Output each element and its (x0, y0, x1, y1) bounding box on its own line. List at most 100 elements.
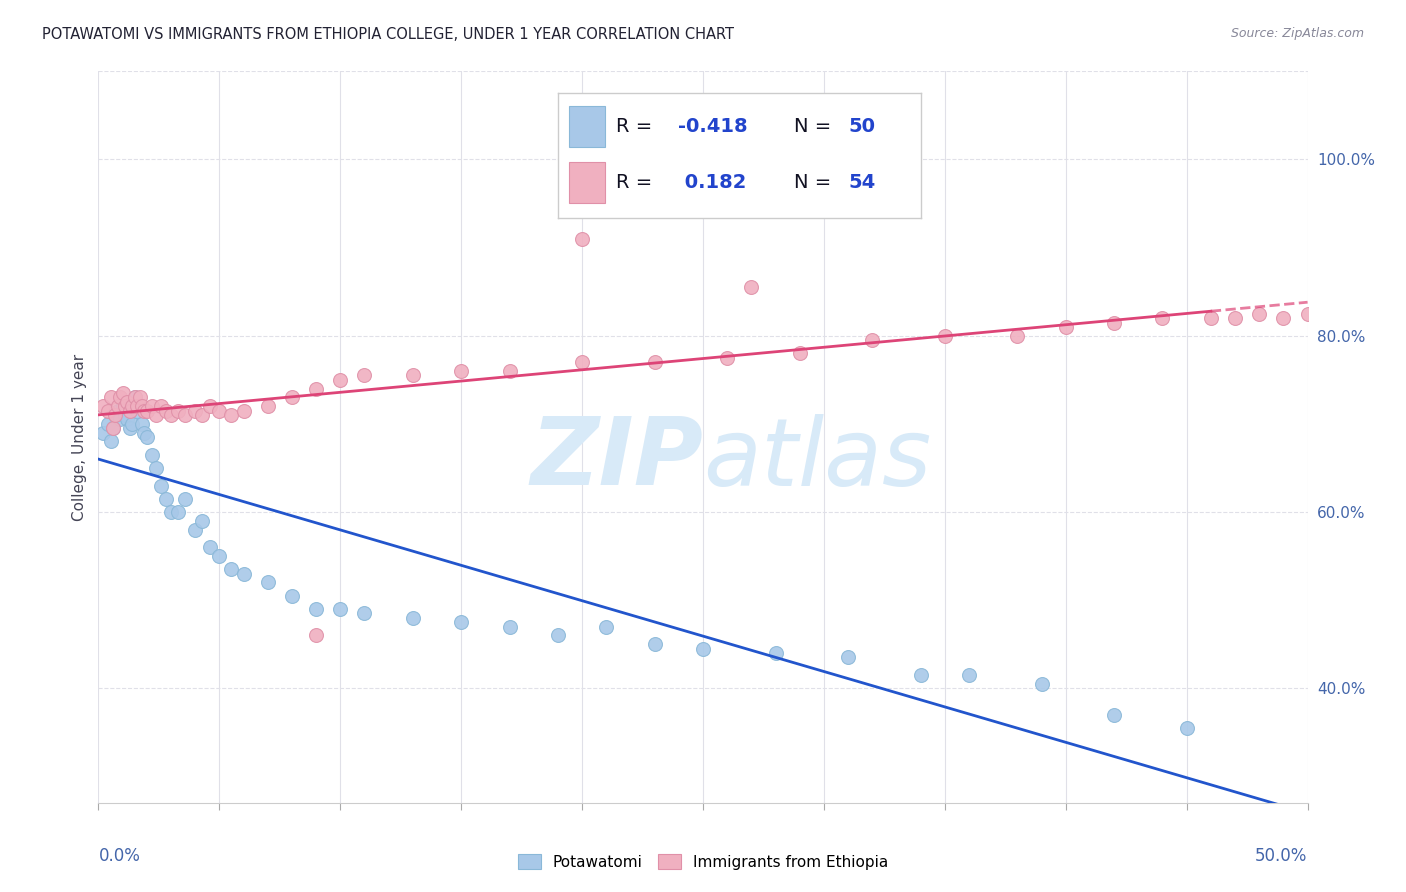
Point (91, 399, 114, 413)
Point (1054, 320, 1077, 334)
Point (191, 408, 214, 422)
Text: 50.0%: 50.0% (1256, 847, 1308, 864)
Point (837, 650, 859, 665)
Point (114, 408, 136, 422)
Point (860, 333, 883, 347)
Point (107, 403, 129, 417)
Point (595, 619, 617, 633)
Point (256, 575, 278, 590)
Text: 0.0%: 0.0% (98, 847, 141, 864)
Point (305, 602, 328, 616)
Point (167, 505, 190, 519)
Point (141, 448, 163, 462)
Point (134, 425, 156, 440)
Point (124, 391, 146, 405)
Legend: Potawatomi, Immigrants from Ethiopia: Potawatomi, Immigrants from Ethiopia (512, 847, 894, 876)
Point (765, 646, 787, 660)
Point (498, 364, 520, 378)
Point (221, 562, 243, 576)
Point (692, 641, 714, 656)
Point (118, 403, 141, 417)
Point (1223, 311, 1246, 326)
Point (1102, 707, 1125, 722)
Point (1296, 307, 1319, 321)
Point (174, 408, 197, 422)
Point (128, 399, 150, 413)
Point (402, 611, 425, 625)
Point (135, 403, 157, 417)
Point (108, 412, 131, 426)
Point (281, 589, 304, 603)
Point (547, 628, 569, 642)
Point (97, 417, 120, 431)
Point (789, 346, 811, 360)
Point (450, 615, 472, 629)
Point (100, 434, 122, 449)
Point (117, 412, 139, 426)
Point (910, 668, 932, 682)
Point (141, 399, 163, 413)
Point (121, 399, 143, 413)
Point (1152, 311, 1174, 326)
Point (232, 566, 254, 581)
Point (1175, 721, 1198, 735)
Point (124, 391, 146, 405)
Text: POTAWATOMI VS IMMIGRANTS FROM ETHIOPIA COLLEGE, UNDER 1 YEAR CORRELATION CHART: POTAWATOMI VS IMMIGRANTS FROM ETHIOPIA C… (42, 27, 734, 42)
Point (305, 628, 328, 642)
Point (353, 368, 375, 383)
Point (111, 386, 134, 401)
Point (131, 399, 153, 413)
Point (101, 421, 124, 435)
Point (208, 549, 231, 563)
Point (1272, 311, 1295, 326)
Point (167, 403, 190, 417)
Point (329, 602, 352, 616)
Point (1007, 328, 1029, 343)
Point (91, 425, 114, 440)
Point (160, 505, 183, 519)
Point (1102, 316, 1125, 330)
Point (281, 391, 304, 405)
Point (150, 399, 173, 413)
Text: atlas: atlas (703, 414, 931, 505)
Point (145, 408, 167, 422)
Point (174, 491, 197, 506)
Point (107, 399, 129, 413)
Point (1031, 677, 1053, 691)
Point (155, 491, 177, 506)
Point (353, 607, 375, 621)
Text: Source: ZipAtlas.com: Source: ZipAtlas.com (1230, 27, 1364, 40)
Point (198, 399, 221, 413)
Point (498, 619, 520, 633)
Point (100, 391, 122, 405)
Point (155, 403, 177, 417)
Point (1249, 307, 1271, 321)
Point (191, 514, 214, 528)
Point (184, 523, 207, 537)
Point (934, 328, 956, 343)
Point (256, 399, 278, 413)
Point (184, 403, 207, 417)
Point (118, 421, 141, 435)
Point (329, 373, 352, 387)
Point (208, 403, 231, 417)
Point (450, 364, 472, 378)
Point (117, 394, 139, 409)
Point (198, 540, 221, 554)
Point (571, 232, 593, 246)
Point (114, 399, 136, 413)
Point (402, 368, 425, 383)
Point (127, 399, 149, 413)
Point (121, 417, 143, 431)
Y-axis label: College, Under 1 year: College, Under 1 year (72, 353, 87, 521)
Point (135, 430, 157, 444)
Point (232, 403, 254, 417)
Point (957, 668, 980, 682)
Point (97, 403, 120, 417)
Text: ZIP: ZIP (530, 413, 703, 505)
Point (571, 355, 593, 369)
Point (740, 280, 762, 294)
Point (111, 399, 134, 413)
Point (128, 391, 150, 405)
Point (127, 403, 149, 417)
